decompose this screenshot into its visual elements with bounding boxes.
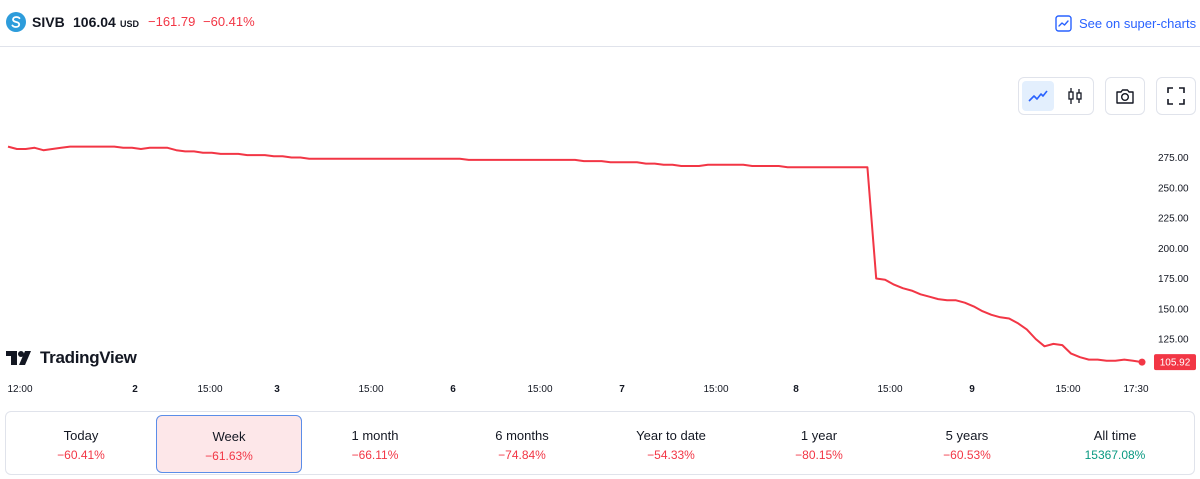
time-tick-label: 12:00 xyxy=(7,384,33,395)
period-1-year[interactable]: 1 year −80.15% xyxy=(746,412,892,474)
price-change: −161.79 xyxy=(148,14,196,29)
time-tick-label: 6 xyxy=(450,384,456,395)
super-charts-icon xyxy=(1055,14,1072,32)
candlestick-style-button[interactable] xyxy=(1059,81,1091,111)
price-tick-label: 250.00 xyxy=(1158,183,1189,194)
tradingview-wordmark: TradingView xyxy=(40,348,137,367)
period-all-time[interactable]: All time 15367.08% xyxy=(1042,412,1188,474)
last-price-dot xyxy=(1138,358,1146,366)
price-tick-label: 225.00 xyxy=(1158,214,1189,225)
period-year-to-date[interactable]: Year to date −54.33% xyxy=(598,412,744,474)
time-tick-label: 15:00 xyxy=(703,384,729,395)
price-line xyxy=(7,145,1143,364)
fullscreen-button[interactable] xyxy=(1156,77,1196,115)
period-label: 1 year xyxy=(800,428,838,443)
time-tick-label: 7 xyxy=(619,384,625,395)
price-change-percent: −60.41% xyxy=(203,14,255,29)
symbol-header: SIVB 106.04 USD −161.79 −60.41% See on s… xyxy=(0,0,1200,47)
time-tick-label: 2 xyxy=(132,384,138,395)
time-tick-label: 15:00 xyxy=(1055,384,1081,395)
time-tick-label: 15:00 xyxy=(358,384,384,395)
price-tick-label: 275.00 xyxy=(1158,153,1189,164)
period-5-years[interactable]: 5 years −60.53% xyxy=(894,412,1040,474)
line-style-button[interactable] xyxy=(1022,81,1054,111)
last-price-label: 105.92 xyxy=(1160,358,1191,369)
period-label: 1 month xyxy=(351,428,399,443)
period-label: Week xyxy=(212,429,246,444)
price-tick-label: 150.00 xyxy=(1158,304,1189,315)
period-6-months[interactable]: 6 months −74.84% xyxy=(449,412,595,474)
screenshot-button[interactable] xyxy=(1105,77,1145,115)
price-tick-label: 175.00 xyxy=(1158,274,1189,285)
period-label: All time xyxy=(1093,428,1137,443)
ticker-symbol: SIVB xyxy=(32,14,65,30)
period-change: −54.33% xyxy=(647,448,695,462)
price-tick-label: 125.00 xyxy=(1158,335,1189,346)
chart-style-toggle xyxy=(1018,77,1094,115)
last-price: 106.04 xyxy=(73,14,116,30)
super-charts-label: See on super-charts xyxy=(1079,15,1197,31)
period-label: Today xyxy=(63,428,99,443)
last-price-label-bg xyxy=(1154,354,1196,371)
time-tick-label: 15:00 xyxy=(197,384,223,395)
price-axis: 275.00 250.00 225.00 200.00 175.00 150.00 125.… xyxy=(1158,153,1189,346)
period-week[interactable]: Week −61.63% xyxy=(156,415,302,473)
period-change: −66.11% xyxy=(351,448,399,462)
fullscreen-icon xyxy=(1167,87,1185,105)
time-tick-label: 15:00 xyxy=(877,384,903,395)
performance-periods: Today −60.41% Week −61.63% 1 month −66.11% 6 m… xyxy=(5,411,1195,475)
period-today[interactable]: Today −60.41% xyxy=(8,412,154,474)
period-label: 5 years xyxy=(945,428,989,443)
time-tick-label: 8 xyxy=(793,384,799,395)
period-change: −80.15% xyxy=(795,448,843,462)
period-change: −60.53% xyxy=(943,448,991,462)
candlestick-icon xyxy=(1068,88,1082,104)
period-change: −74.84% xyxy=(498,448,546,462)
period-label: 6 months xyxy=(495,428,549,443)
symbol-logo-icon xyxy=(6,12,26,32)
price-tick-label: 200.00 xyxy=(1158,244,1189,255)
period-1-month[interactable]: 1 month −66.11% xyxy=(302,412,448,474)
currency-code: USD xyxy=(120,19,140,29)
time-tick-label: 17:30 xyxy=(1123,384,1149,395)
line-chart-icon xyxy=(1028,90,1048,102)
camera-icon xyxy=(1116,89,1134,104)
period-change: −61.63% xyxy=(205,449,253,463)
last-price-marker: 105.92 xyxy=(1138,354,1196,371)
period-label: Year to date xyxy=(636,428,706,443)
time-tick-label: 3 xyxy=(274,384,280,395)
see-on-super-charts-link[interactable]: See on super-charts xyxy=(1055,12,1196,34)
time-tick-label: 15:00 xyxy=(527,384,553,395)
price-chart[interactable]: 275.00 250.00 225.00 200.00 175.00 150.00 125.… xyxy=(0,120,1200,380)
period-change: −60.41% xyxy=(57,448,105,462)
tradingview-logo[interactable]: TradingView xyxy=(6,348,137,368)
period-change: 15367.08% xyxy=(1084,448,1146,462)
tradingview-icon xyxy=(6,351,31,365)
time-tick-label: 9 xyxy=(969,384,975,395)
